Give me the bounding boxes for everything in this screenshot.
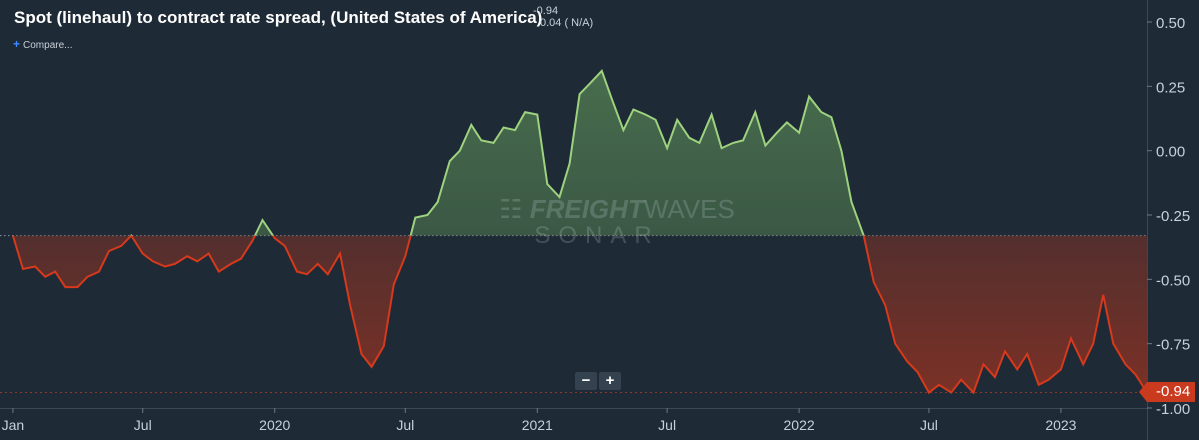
x-tick-label: Jan: [2, 417, 25, 433]
x-tick-label: Jul: [134, 417, 152, 433]
positive-area: [254, 70, 864, 236]
last-value-badge: -0.94: [1139, 382, 1195, 402]
negative-series-line: [11, 235, 1147, 395]
x-tick-label: 2023: [1045, 417, 1076, 433]
zoom-controls: − +: [575, 372, 621, 390]
y-tick-label: 0.50: [1156, 15, 1185, 32]
y-tick-label: -0.25: [1156, 208, 1190, 225]
plus-icon: +: [13, 37, 21, 51]
compare-button[interactable]: + Compare...: [13, 37, 72, 51]
zoom-out-button[interactable]: −: [575, 372, 597, 390]
area-layer: [12, 70, 1147, 393]
x-axis: Jan Jul 2020 Jul 2021 Jul 2022 Jul 2023: [0, 408, 1147, 433]
y-tick-label: -0.50: [1156, 272, 1190, 289]
negative-area: [12, 235, 1147, 393]
y-tick-label: 0.25: [1156, 79, 1185, 96]
x-tick-label: Jul: [396, 417, 414, 433]
line-layer: [11, 69, 1147, 395]
chart-title: Spot (linehaul) to contract rate spread,…: [14, 8, 543, 27]
x-tick-label: 2021: [522, 417, 553, 433]
x-tick-label: Jul: [658, 417, 676, 433]
positive-series-line: [12, 69, 865, 236]
y-axis: 0.50 0.25 0.00 -0.25 -0.50 -0.75 -1.00: [1147, 0, 1190, 440]
readout-change: 0.04 ( N/A): [540, 17, 594, 29]
y-tick-label: -1.00: [1156, 401, 1190, 418]
x-tick-label: Jul: [920, 417, 938, 433]
zoom-in-button[interactable]: +: [599, 372, 621, 390]
y-tick-label: 0.00: [1156, 144, 1185, 161]
value-readout: -0.94 0.04 ( N/A): [533, 5, 593, 29]
compare-label: Compare...: [23, 40, 73, 51]
x-tick-label: 2020: [259, 417, 290, 433]
x-tick-label: 2022: [784, 417, 815, 433]
y-tick-label: -0.75: [1156, 337, 1190, 354]
readout-value: -0.94: [533, 5, 559, 17]
